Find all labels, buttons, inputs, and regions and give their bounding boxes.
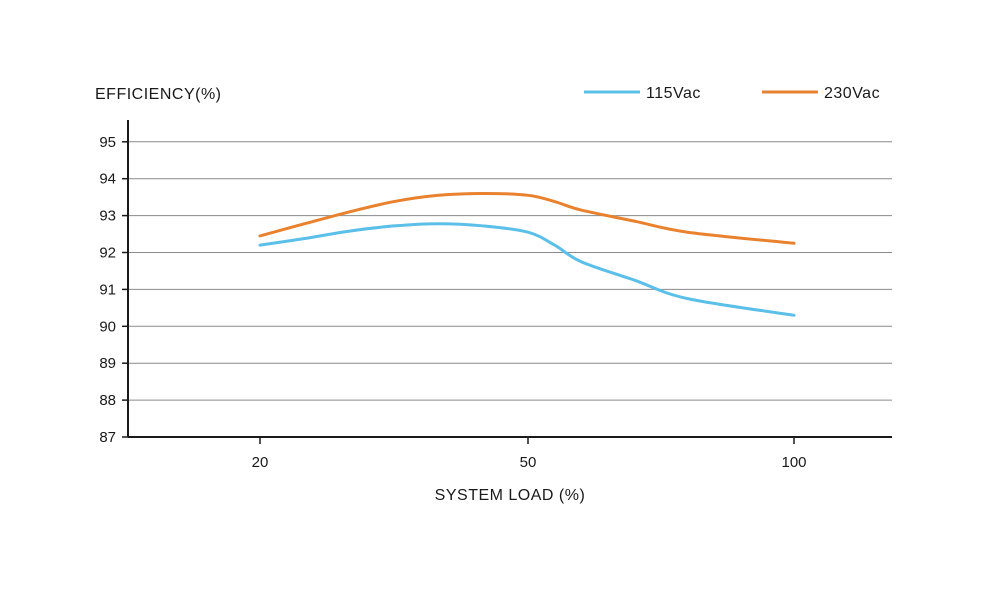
x-tick-label: 100 (781, 454, 806, 471)
y-tick-label: 88 (99, 392, 116, 409)
y-tick-label: 92 (99, 245, 116, 262)
y-tick-label: 90 (99, 318, 116, 335)
gridlines (128, 141, 892, 401)
y-tick-label: 93 (99, 208, 116, 225)
legend-label-230Vac: 230Vac (824, 85, 880, 102)
y-tick-label: 87 (99, 429, 116, 446)
y-tick-label: 89 (99, 355, 116, 372)
legend: 115Vac 230Vac (584, 85, 880, 102)
y-tick-label: 91 (99, 281, 116, 298)
axes (122, 120, 892, 444)
y-axis-title: EFFICIENCY(%) (95, 86, 222, 103)
y-tick-labels: 87 88 89 90 91 92 93 94 95 (99, 134, 116, 446)
y-tick-label: 94 (99, 171, 116, 188)
x-tick-label: 50 (520, 454, 537, 471)
series-lines (258, 191, 796, 317)
series-line-115Vac (258, 222, 796, 317)
x-tick-labels: 20 50 100 (252, 454, 807, 471)
y-tick-label: 95 (99, 134, 116, 151)
series-line-230Vac (258, 191, 796, 245)
legend-label-115Vac: 115Vac (646, 85, 701, 102)
x-axis-title: SYSTEM LOAD (%) (435, 487, 586, 504)
x-tick-label: 20 (252, 454, 269, 471)
